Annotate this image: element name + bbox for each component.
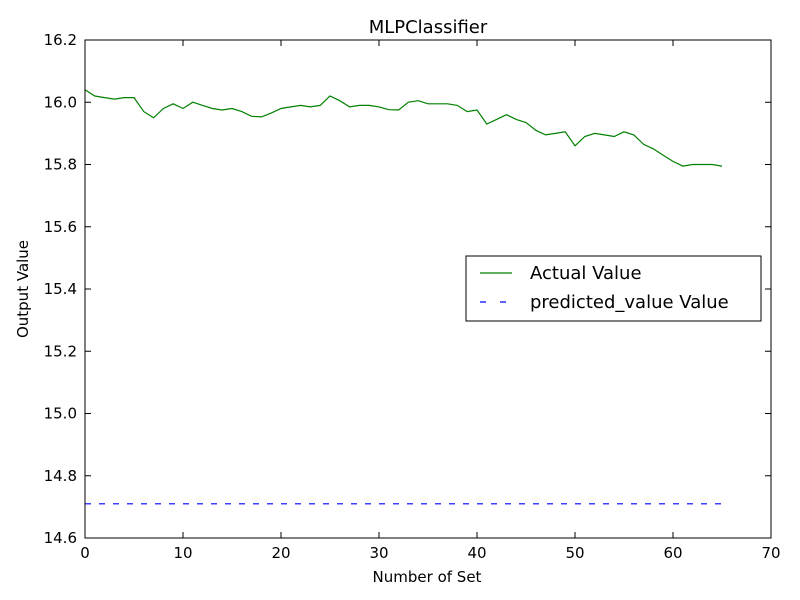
x-axis: 0 10 20 30 40 50 60 70 bbox=[80, 40, 781, 562]
y-tick-label: 15.0 bbox=[44, 405, 77, 423]
x-tick-label: 20 bbox=[271, 544, 290, 562]
y-tick-label: 15.4 bbox=[44, 280, 77, 298]
legend-label-1: Actual Value bbox=[530, 263, 642, 284]
y-tick-label: 15.2 bbox=[44, 342, 77, 360]
x-tick-label: 50 bbox=[565, 544, 584, 562]
y-tick-label: 14.6 bbox=[44, 529, 77, 547]
y-axis-title: Output Value bbox=[14, 240, 32, 338]
series-line-1 bbox=[84, 89, 723, 167]
y-tick-label: 15.8 bbox=[44, 156, 77, 174]
y-tick-label: 16.0 bbox=[44, 93, 77, 111]
x-tick-label: 60 bbox=[663, 544, 682, 562]
x-tick-label: 0 bbox=[80, 544, 90, 562]
y-tick-label: 16.2 bbox=[44, 31, 77, 49]
x-tick-label: 30 bbox=[369, 544, 388, 562]
x-tick-label: 70 bbox=[761, 544, 780, 562]
y-axis: 14.6 14.8 15.0 15.2 15.4 15.6 15.8 16.0 16.2 bbox=[44, 31, 771, 547]
legend-box bbox=[465, 255, 762, 322]
y-tick-label: 15.6 bbox=[44, 218, 77, 236]
chart-title: MLPClassifier bbox=[369, 17, 488, 38]
legend-label-2: predicted_value Value bbox=[530, 292, 729, 313]
legend: Actual Value predicted_value Value bbox=[465, 255, 762, 322]
x-tick-label: 40 bbox=[467, 544, 486, 562]
y-tick-label: 14.8 bbox=[44, 467, 77, 485]
x-tick-label: 10 bbox=[173, 544, 192, 562]
x-axis-title: Number of Set bbox=[373, 568, 482, 586]
